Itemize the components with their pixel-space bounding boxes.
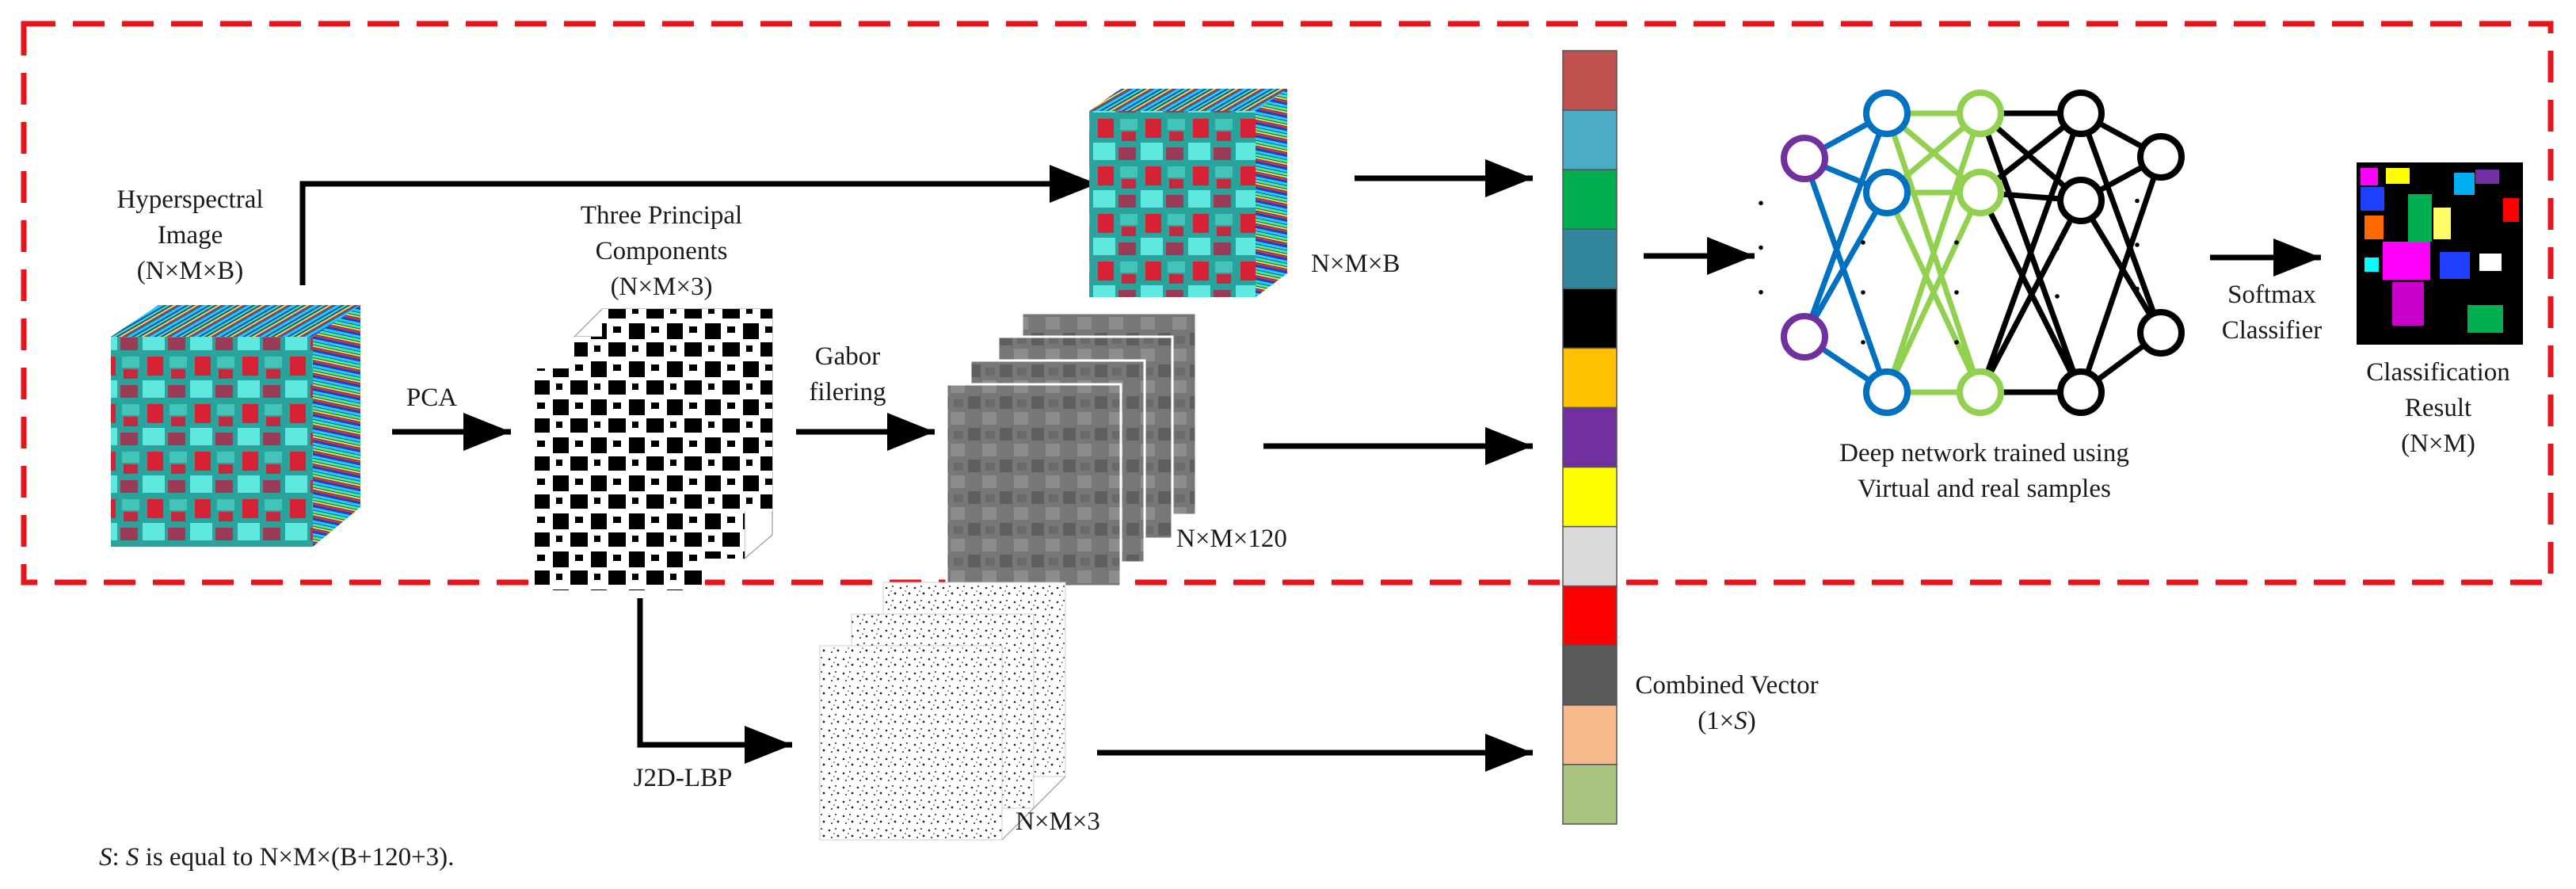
combined-label-line2: (1×S) (1698, 707, 1756, 735)
hsi-label-line3: (N×M×B) (137, 257, 243, 285)
hsi-label-line2: Image (158, 221, 223, 250)
vector-segment (1562, 585, 1618, 647)
ellipsis-dot (1759, 200, 1763, 206)
network-edge (2078, 112, 2164, 334)
network-node (2137, 133, 2185, 181)
footnote: S: S is equal to N×M×(B+120+3). (99, 843, 454, 872)
dnn-label-line1: Deep network trained using (1839, 439, 2129, 467)
vector-segment (1562, 169, 1618, 230)
ellipsis-dot (1861, 340, 1865, 345)
network-node (1863, 368, 1911, 416)
deep-network (1759, 90, 2185, 416)
ellipsis-dot (2135, 198, 2140, 204)
network-edge (1801, 112, 1890, 338)
network-node (2057, 368, 2105, 416)
hsi-label-line1: Hyperspectral (116, 185, 263, 214)
arrow-j2d-lbp (637, 598, 792, 764)
combined-label-line1: Combined Vector (1635, 671, 1818, 700)
arrow-hsi-to-nmb (299, 165, 1097, 285)
ellipsis-dot (1954, 240, 1959, 245)
tpc-label-line3: (N×M×3) (611, 273, 713, 301)
ellipsis-dot (1954, 340, 1959, 345)
softmax-label-line1: Softmax (2227, 280, 2316, 309)
vector-segment (1562, 288, 1618, 349)
nm120-label: N×M×120 (1176, 525, 1287, 553)
ellipsis-dot (2135, 286, 2140, 292)
result-label-line3: (N×M) (2401, 429, 2475, 458)
softmax-label-line2: Classifier (2222, 316, 2322, 345)
network-node (1957, 368, 2004, 416)
vector-segment (1562, 645, 1618, 706)
ellipsis-dot (1861, 240, 1865, 245)
combined-vector (1562, 50, 1618, 825)
ellipsis-dot (1861, 290, 1865, 295)
ellipsis-dot (2055, 246, 2060, 251)
j2d-label: J2D-LBP (634, 764, 733, 792)
ellipsis-dot (1759, 245, 1763, 250)
hyperspectral-cube (111, 305, 360, 547)
result-label-line2: Result (2405, 394, 2471, 422)
dnn-label-line2: Virtual and real samples (1858, 475, 2111, 503)
vector-segment (1562, 466, 1618, 528)
vector-segment (1562, 50, 1618, 111)
classification-map (2357, 162, 2523, 345)
network-node (1863, 90, 1911, 137)
network-node (2137, 309, 2185, 357)
network-node (1781, 313, 1828, 361)
gabor-features-stack (945, 311, 1198, 588)
ellipsis-dot (1954, 290, 1959, 295)
ellipsis-dot (2055, 294, 2060, 299)
nmb-label: N×M×B (1311, 250, 1400, 278)
vector-segment (1562, 764, 1618, 825)
vector-segment (1562, 525, 1618, 587)
network-edge (1977, 112, 2084, 394)
network-node (2057, 177, 2105, 224)
nm3-label: N×M×3 (1016, 807, 1100, 836)
network-node (1957, 90, 2004, 137)
network-node (1781, 135, 1828, 182)
vector-segment (1562, 406, 1618, 468)
result-label-line1: Classification (2366, 358, 2509, 387)
tpc-label-line2: Components (596, 237, 728, 265)
dashed-region-border (21, 21, 2554, 586)
network-node (2057, 90, 2105, 137)
principal-components-stack (535, 307, 774, 590)
vector-segment (1562, 228, 1618, 290)
pca-label: PCA (406, 383, 457, 412)
network-node (1863, 169, 1911, 216)
nmb-cube (1089, 89, 1287, 297)
network-edge (1884, 112, 1983, 394)
tpc-label-line1: Three Principal (581, 201, 742, 230)
vector-segment (1562, 347, 1618, 409)
network-edge (1801, 191, 1890, 338)
network-node (1957, 169, 2004, 216)
gabor-label-line1: Gabor (815, 342, 880, 371)
network-edge (1884, 191, 1983, 394)
network-edge (1801, 157, 1890, 394)
network-edge (1977, 199, 2084, 394)
vector-segment (1562, 704, 1618, 765)
vector-segment (1562, 109, 1618, 170)
ellipsis-dot (1759, 290, 1763, 295)
ellipsis-dot (2055, 341, 2060, 347)
ellipsis-dot (2135, 242, 2140, 247)
gabor-label-line2: filering (809, 378, 886, 406)
lbp-features-stack (819, 582, 1066, 841)
network-edge (2078, 155, 2164, 394)
